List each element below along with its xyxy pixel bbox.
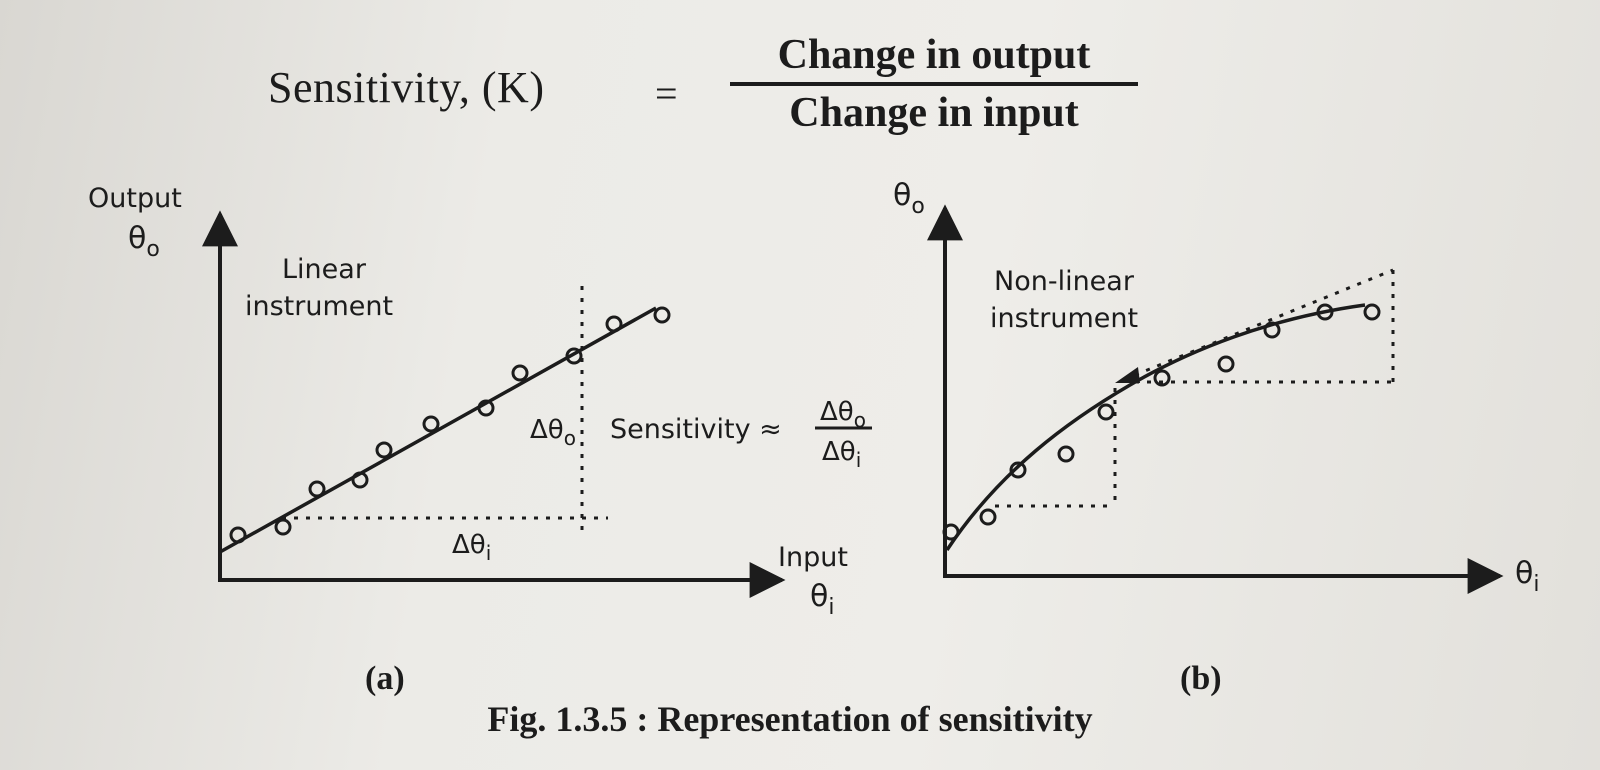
panel-a-data-points [229, 306, 671, 544]
panel-b-curve-label-line2: instrument [990, 303, 1138, 334]
panel-a-delta-out-label: Δθo [530, 415, 576, 450]
formula-lhs: Sensitivity, (K) [268, 63, 545, 112]
panel-b-point [1009, 461, 1027, 479]
panel-b-point [979, 508, 997, 526]
panel-a-point [375, 441, 393, 459]
panel-b-caption: (b) [1180, 660, 1222, 697]
panel-a-sensitivity-text: Sensitivity ≈ [610, 414, 782, 445]
panel-b-x-label: θi [1515, 556, 1539, 597]
panel-b: θo θi Non-linear instrument [893, 178, 1539, 597]
panel-a-point [653, 306, 671, 324]
figure-caption: Fig. 1.3.5 : Representation of sensitivi… [0, 698, 1600, 740]
panel-a-curve-label-line2: instrument [245, 291, 393, 322]
panel-a-point [229, 526, 247, 544]
panel-b-y-label: θo [893, 178, 925, 219]
panel-b-fit-curve [945, 303, 1366, 551]
panel-a-point [274, 518, 292, 536]
panel-a-point [308, 480, 326, 498]
panel-a-frac-numerator: Δθo [820, 397, 866, 432]
panel-b-point [1263, 321, 1281, 339]
panel-a-curve-label-line1: Linear [282, 254, 367, 285]
panel-b-data-points [942, 303, 1381, 541]
formula-equals: = [655, 71, 678, 116]
panel-b-arrowhead [1115, 367, 1140, 383]
panel-a-point [477, 399, 495, 417]
panel-b-point [1097, 403, 1115, 421]
figure-caption-text: Fig. 1.3.5 : Representation of sensitivi… [487, 699, 1093, 739]
panel-a-y-label-output: Output [88, 183, 182, 214]
panel-a-point [511, 364, 529, 382]
panel-b-point [1057, 445, 1075, 463]
panel-b-point [1153, 369, 1171, 387]
panel-a-y-label-theta: θo [128, 221, 160, 262]
panel-a-frac-denominator: Δθi [822, 437, 861, 472]
formula-fraction: Change in output Change in input [724, 30, 1144, 138]
panel-a-point [351, 471, 369, 489]
panel-b-point [1363, 303, 1381, 321]
formula-numerator: Change in output [777, 32, 1091, 78]
panel-b-tangent-dotted [1134, 268, 1394, 377]
panel-b-point [1316, 303, 1334, 321]
panel-a-delta-in-label: Δθi [452, 530, 491, 565]
panel-a-point [605, 315, 623, 333]
panel-a-point [565, 347, 583, 365]
panel-b-point [1217, 355, 1235, 373]
panel-a-caption: (a) [365, 660, 405, 697]
panel-a-x-label-input: Input [778, 542, 848, 573]
panel-a-fit-line [219, 306, 657, 554]
panel-a-x-label-theta: θi [810, 579, 834, 620]
panel-b-curve-label-line1: Non-linear [994, 266, 1135, 297]
panel-b-point [942, 523, 960, 541]
panel-a-point [422, 415, 440, 433]
panel-a: Output θo Input θi Linear instrument [88, 183, 872, 620]
formula-denominator: Change in input [789, 90, 1079, 136]
sensitivity-formula: Sensitivity, (K) = Change in output Chan… [0, 0, 1600, 150]
formula-fraction-bar [730, 82, 1138, 86]
